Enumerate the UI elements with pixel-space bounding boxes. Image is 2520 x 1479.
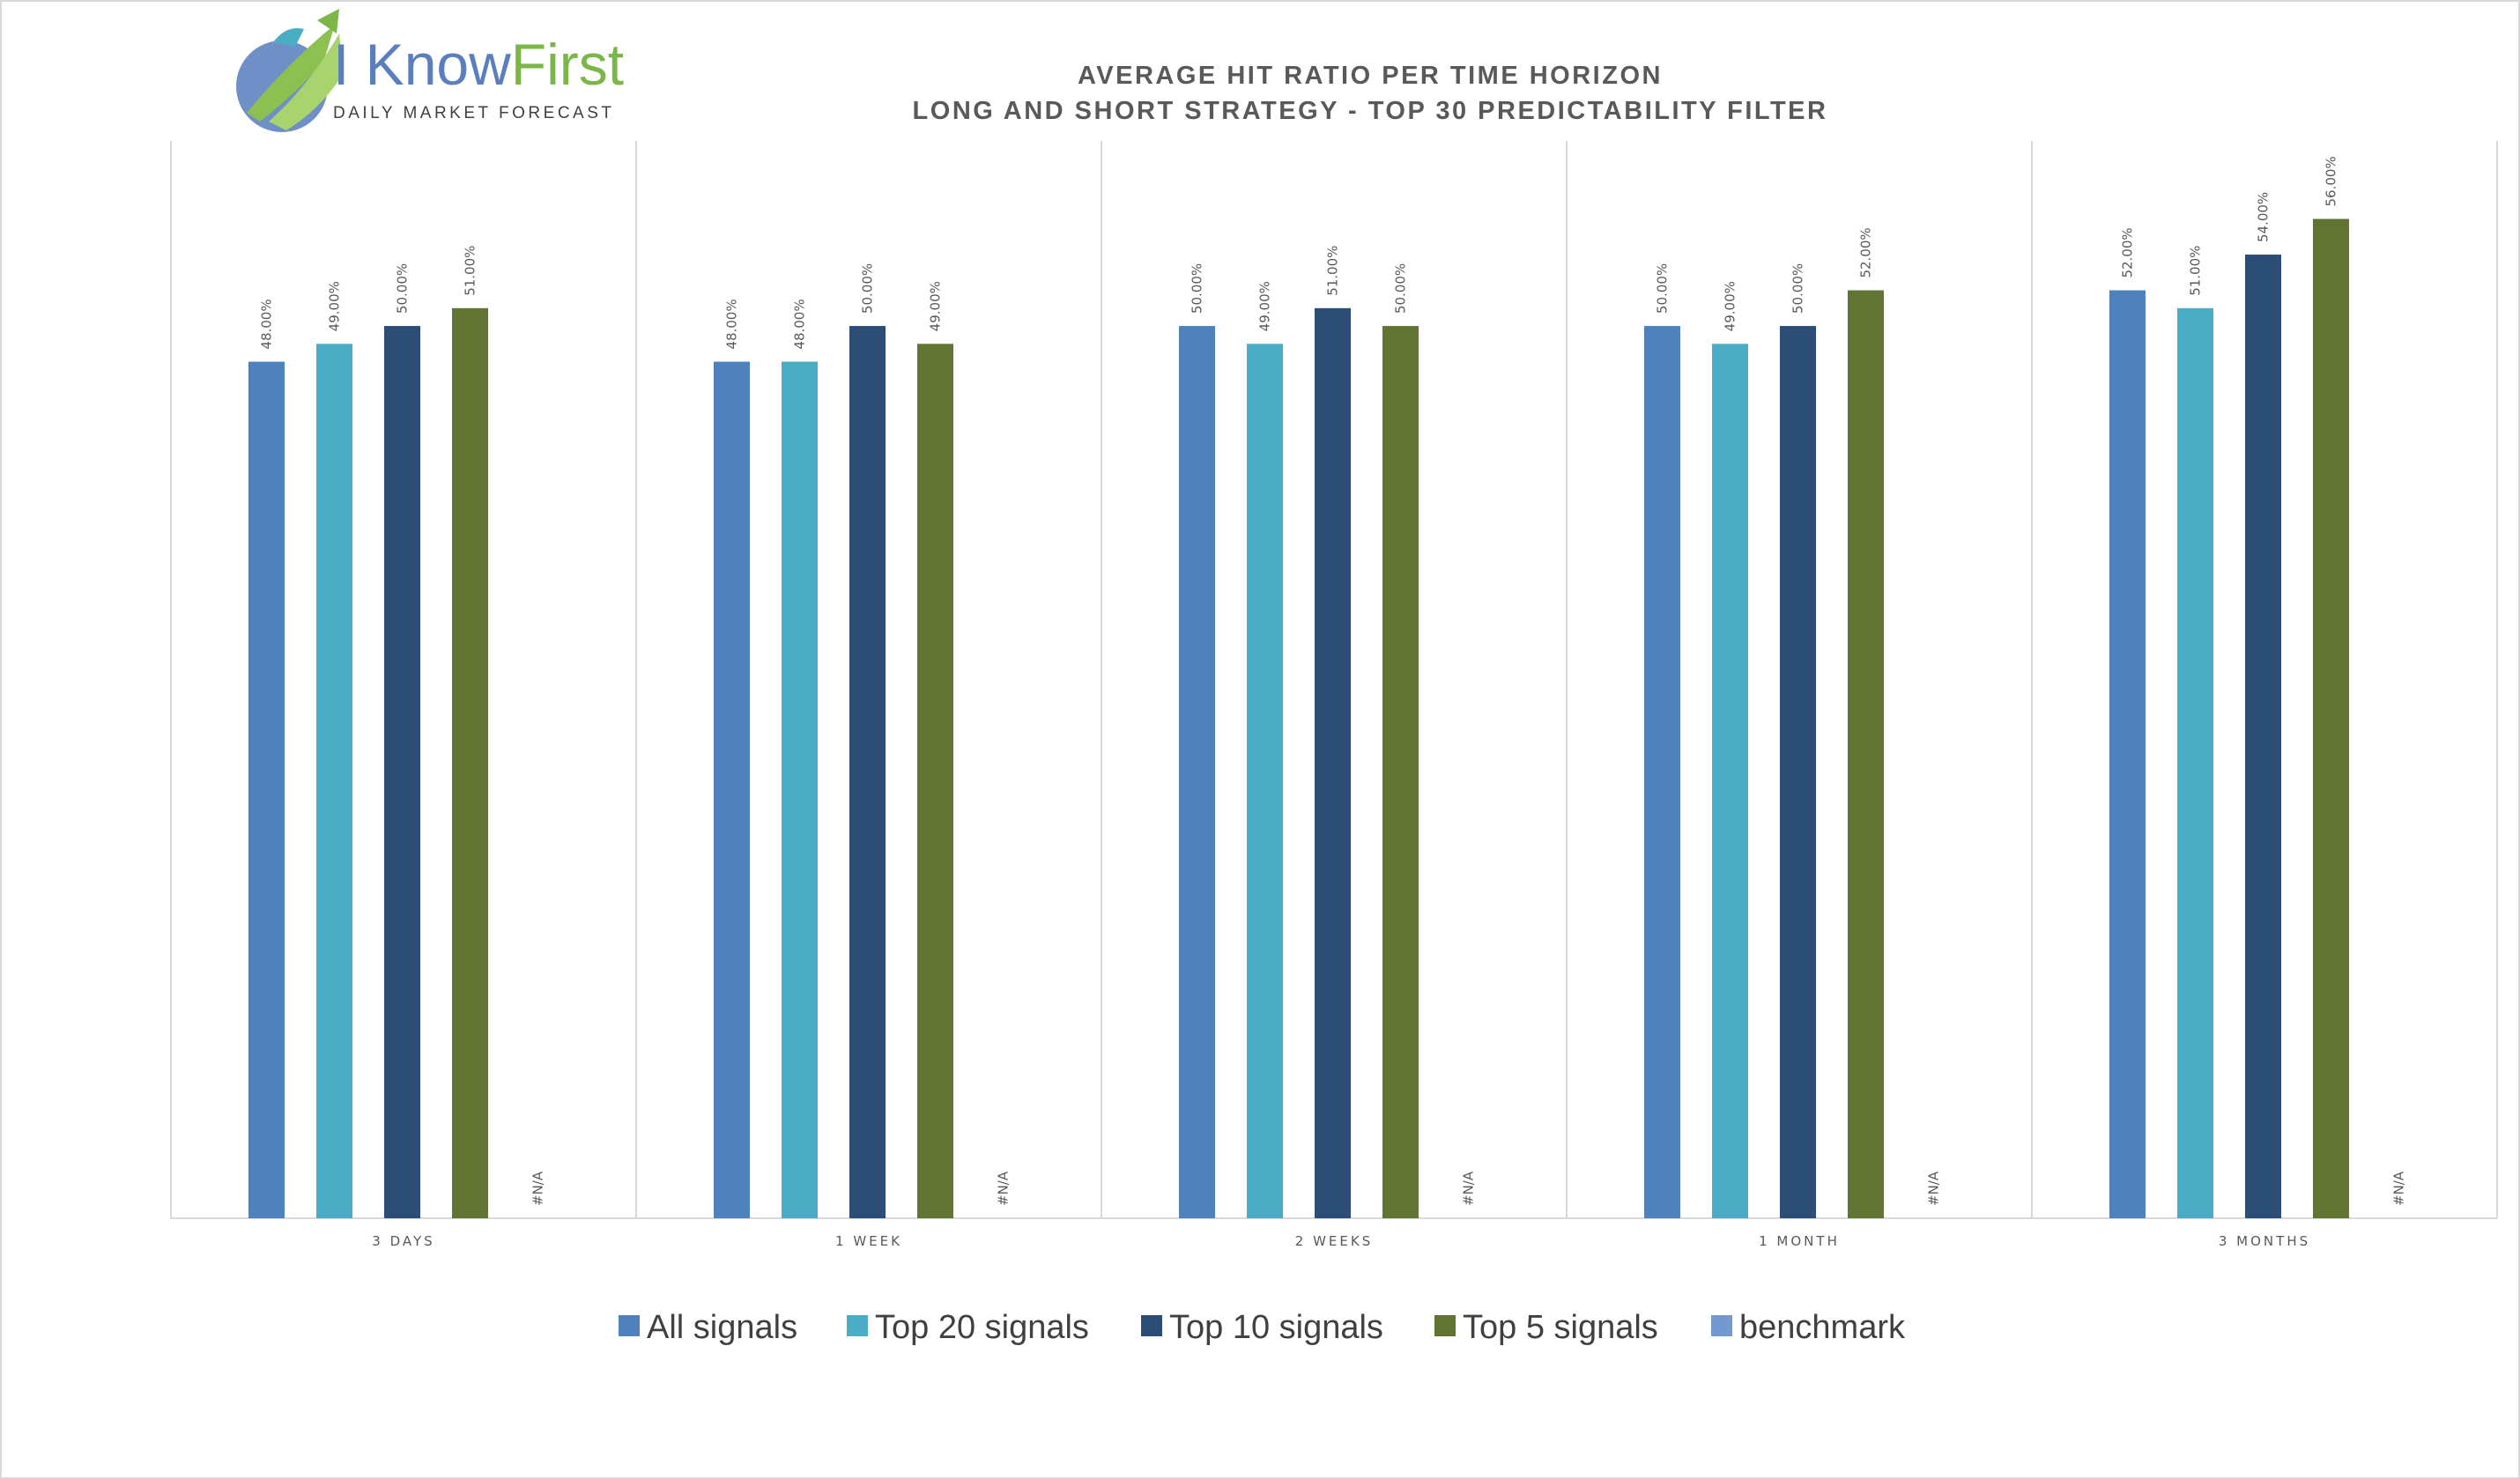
data-label: 52.00% — [2120, 227, 2136, 277]
legend-item: Top 10 signals — [1141, 1309, 1383, 1346]
bar — [849, 326, 886, 1218]
chart-title: AVERAGE HIT RATIO PER TIME HORIZON — [1078, 62, 1663, 90]
data-label: 50.00% — [1790, 263, 1806, 314]
data-label: 49.00% — [1257, 281, 1273, 331]
legend-label: benchmark — [1739, 1309, 1906, 1346]
bar — [1848, 290, 1884, 1218]
bar — [2109, 290, 2146, 1218]
chart-subtitle: LONG AND SHORT STRATEGY - TOP 30 PREDICT… — [913, 97, 1828, 125]
data-label: #N/A — [996, 1171, 1012, 1206]
data-label: 48.00% — [724, 299, 740, 349]
bar — [2245, 255, 2281, 1219]
data-label: 51.00% — [463, 246, 478, 296]
logo-brand-text: I KnowFirst — [333, 32, 624, 97]
legend-item: Top 20 signals — [847, 1309, 1089, 1346]
logo-mark-icon — [236, 9, 344, 132]
i-know-first-logo: I KnowFirst Daily Market Forecast — [236, 9, 624, 132]
data-label: 49.00% — [1723, 281, 1738, 331]
bar — [917, 344, 953, 1218]
data-label: #N/A — [1461, 1171, 1477, 1206]
bar — [714, 361, 750, 1219]
data-label: 51.00% — [1325, 246, 1341, 296]
bar — [1179, 326, 1215, 1218]
bar — [248, 361, 285, 1219]
legend-item: All signals — [619, 1309, 797, 1346]
bar — [1644, 326, 1680, 1218]
bar — [384, 326, 420, 1218]
plot-area: 48.00% 49.00% 50.00% 51.00% #N/A 3 DAYS 48.00%… — [170, 141, 2498, 1249]
data-label: 50.00% — [1190, 263, 1205, 314]
bar — [452, 307, 488, 1219]
legend-swatch — [619, 1315, 640, 1336]
data-label: 54.00% — [2256, 192, 2272, 242]
legend-swatch — [847, 1315, 868, 1336]
bar — [782, 361, 818, 1219]
x-tick-label: 2 WEEKS — [1295, 1233, 1373, 1249]
bar — [1315, 307, 1351, 1219]
data-label: #N/A — [2391, 1171, 2407, 1206]
x-tick-label: 1 MONTH — [1759, 1233, 1840, 1249]
legend-label: Top 20 signals — [875, 1309, 1089, 1346]
data-label: 52.00% — [1858, 227, 1874, 277]
data-label: 48.00% — [259, 299, 275, 349]
data-label: 48.00% — [792, 299, 808, 349]
bar — [1382, 326, 1419, 1218]
data-label: 49.00% — [327, 281, 343, 331]
data-label: #N/A — [530, 1171, 546, 1206]
bar — [2313, 218, 2349, 1219]
legend-item: Top 5 signals — [1434, 1309, 1658, 1346]
data-label: 51.00% — [2188, 246, 2204, 296]
data-label: 50.00% — [395, 263, 411, 314]
bar — [1247, 344, 1283, 1218]
chart-legend: All signals Top 20 signals Top 10 signals T… — [619, 1309, 1906, 1346]
bar — [1780, 326, 1816, 1218]
legend-swatch — [1141, 1315, 1162, 1336]
legend-item: benchmark — [1711, 1309, 1906, 1346]
x-tick-label: 3 DAYS — [372, 1233, 434, 1249]
data-label: 49.00% — [928, 281, 944, 331]
data-label: 50.00% — [1393, 263, 1409, 314]
legend-swatch — [1434, 1315, 1456, 1336]
x-tick-label: 3 MONTHS — [2219, 1233, 2310, 1249]
bar — [316, 344, 352, 1218]
logo-tagline: Daily Market Forecast — [333, 104, 615, 122]
bar — [1712, 344, 1748, 1218]
data-label: 50.00% — [860, 263, 876, 314]
legend-swatch — [1711, 1315, 1732, 1336]
legend-label: All signals — [647, 1309, 797, 1346]
legend-label: Top 5 signals — [1463, 1309, 1658, 1346]
bar — [2177, 307, 2213, 1219]
data-label: 50.00% — [1655, 263, 1671, 314]
legend-label: Top 10 signals — [1169, 1309, 1383, 1346]
x-tick-label: 1 WEEK — [835, 1233, 902, 1249]
data-label: #N/A — [1926, 1171, 1942, 1206]
data-label: 56.00% — [2324, 156, 2339, 206]
